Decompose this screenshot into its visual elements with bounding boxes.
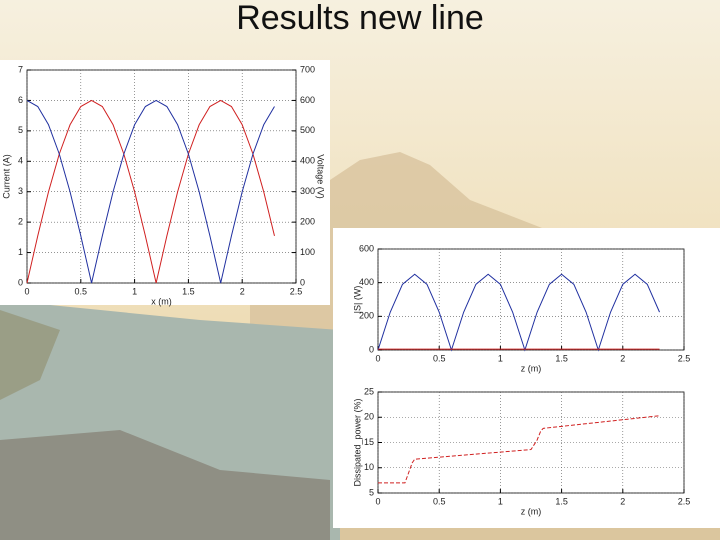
y-tick-label: 1 (18, 247, 23, 257)
series-line (26, 99, 275, 284)
y2-tick-label: 300 (300, 186, 315, 196)
x-tick-label: 1.5 (555, 353, 568, 363)
chart-panel (333, 378, 720, 528)
y-tick-label: 5 (369, 487, 374, 497)
series-line (26, 99, 275, 284)
shore (0, 310, 60, 400)
x-axis-label: z (m) (521, 363, 542, 373)
x-tick-label: 1.5 (555, 496, 568, 506)
plot-frame (26, 69, 297, 284)
y-tick-label: 200 (359, 311, 374, 321)
y-axis-label: |S| (W) (352, 286, 362, 314)
y-tick-label: 5 (18, 125, 23, 135)
series-line (377, 273, 660, 352)
x-tick-label: 2 (240, 286, 245, 296)
y2-tick-label: 400 (300, 156, 315, 166)
x-tick-label: 0 (24, 286, 29, 296)
x-tick-label: 0 (375, 353, 380, 363)
slide-title: Results new line (236, 0, 484, 37)
x-axis-label: z (m) (521, 506, 542, 516)
y2-tick-label: 100 (300, 247, 315, 257)
x-tick-label: 2 (620, 496, 625, 506)
y2-tick-label: 200 (300, 217, 315, 227)
x-tick-label: 1 (498, 496, 503, 506)
y-tick-label: 2 (18, 217, 23, 227)
y-tick-label: 15 (364, 437, 374, 447)
chart-panel (0, 60, 330, 305)
y-tick-label: 25 (364, 386, 374, 396)
y2-tick-label: 0 (300, 277, 305, 287)
x-tick-label: 0.5 (75, 286, 88, 296)
x-tick-label: 2 (620, 353, 625, 363)
x-tick-label: 0 (375, 496, 380, 506)
y-tick-label: 7 (18, 64, 23, 74)
x-axis-label: x (m) (151, 296, 172, 306)
y2-tick-label: 600 (300, 95, 315, 105)
x-tick-label: 1 (498, 353, 503, 363)
x-tick-label: 2.5 (290, 286, 303, 296)
y2-axis-label: Voltage (V) (316, 154, 326, 199)
y-tick-label: 0 (18, 277, 23, 287)
y-tick-label: 0 (369, 344, 374, 354)
chart-panel (333, 228, 720, 378)
y-tick-label: 20 (364, 412, 374, 422)
y-tick-label: 400 (359, 277, 374, 287)
y2-tick-label: 500 (300, 125, 315, 135)
y2-tick-label: 700 (300, 64, 315, 74)
y-tick-label: 3 (18, 186, 23, 196)
y-axis-label: Dissipated_power (%) (352, 398, 362, 486)
x-tick-label: 1.5 (182, 286, 195, 296)
y-tick-label: 4 (18, 156, 23, 166)
series-line (378, 415, 660, 484)
city (0, 430, 330, 540)
y-tick-label: 6 (18, 95, 23, 105)
y-axis-label: Current (A) (1, 154, 11, 199)
x-tick-label: 2.5 (678, 353, 691, 363)
x-tick-label: 0.5 (433, 353, 446, 363)
y-tick-label: 10 (364, 462, 374, 472)
x-tick-label: 0.5 (433, 496, 446, 506)
x-tick-label: 2.5 (678, 496, 691, 506)
x-tick-label: 1 (132, 286, 137, 296)
y-tick-label: 600 (359, 243, 374, 253)
